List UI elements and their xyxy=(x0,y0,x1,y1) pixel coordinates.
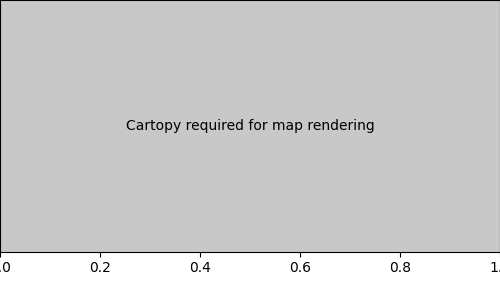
Text: Cartopy required for map rendering: Cartopy required for map rendering xyxy=(126,119,374,133)
